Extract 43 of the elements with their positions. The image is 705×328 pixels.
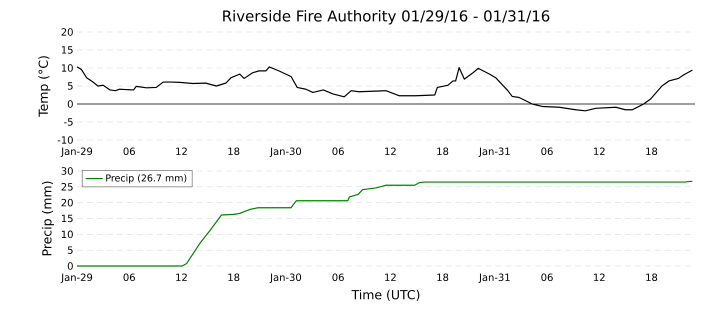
x-axis-title: Time (UTC) xyxy=(352,290,420,301)
y-tick-label: 30 xyxy=(62,167,73,175)
x-tick-label: 12 xyxy=(594,148,605,155)
x-tick-label: Jan-29 xyxy=(60,148,92,157)
x-tick-label: 06 xyxy=(332,148,344,156)
x-tick-label: Jan-31 xyxy=(478,274,510,283)
y-tick-label: 15 xyxy=(62,46,73,54)
x-tick-label: 06 xyxy=(332,274,344,282)
y-tick-label: 0 xyxy=(68,262,73,270)
x-tick-label: 18 xyxy=(228,274,240,282)
y-tick-label: 20 xyxy=(62,198,73,206)
x-tick-label: Jan-30 xyxy=(270,274,302,283)
x-tick-label: Jan-30 xyxy=(270,148,302,157)
x-tick-label: 18 xyxy=(437,148,448,156)
x-tick-label: 12 xyxy=(176,274,187,281)
y-tick-label: 15 xyxy=(62,214,73,222)
y-axis-title: Temp (°C) xyxy=(38,56,50,117)
x-tick-label: 18 xyxy=(646,274,658,282)
y-tick-label: 10 xyxy=(62,230,73,238)
x-tick-label: 06 xyxy=(541,274,553,282)
x-tick-label: Jan-31 xyxy=(478,148,510,157)
y-tick-label: 5 xyxy=(68,82,73,90)
x-tick-label: 06 xyxy=(124,274,135,282)
y-tick-label: 0 xyxy=(68,100,73,108)
x-tick-label: 12 xyxy=(385,274,396,281)
y-tick-label: 5 xyxy=(68,246,73,254)
y-tick-label: -5 xyxy=(64,118,73,126)
y-tick-label: -10 xyxy=(58,136,73,144)
y-axis-title: Precip (mm) xyxy=(42,182,54,256)
y-tick-label: 20 xyxy=(62,28,73,36)
y-tick-label: 25 xyxy=(62,183,73,191)
x-tick-label: 12 xyxy=(594,274,605,281)
legend-label: Precip (26.7 mm) xyxy=(106,174,186,184)
x-tick-label: 06 xyxy=(541,148,553,156)
x-tick-label: 06 xyxy=(124,148,135,156)
x-tick-label: 18 xyxy=(646,148,658,156)
chart-title: Riverside Fire Authority 01/29/16 - 01/31/16 xyxy=(223,10,550,24)
x-tick-label: 12 xyxy=(176,148,187,155)
x-tick-label: Jan-29 xyxy=(60,274,92,283)
x-tick-label: 18 xyxy=(437,274,448,282)
x-tick-label: 12 xyxy=(385,148,396,155)
x-tick-label: 18 xyxy=(228,148,240,156)
y-tick-label: 10 xyxy=(62,64,73,72)
